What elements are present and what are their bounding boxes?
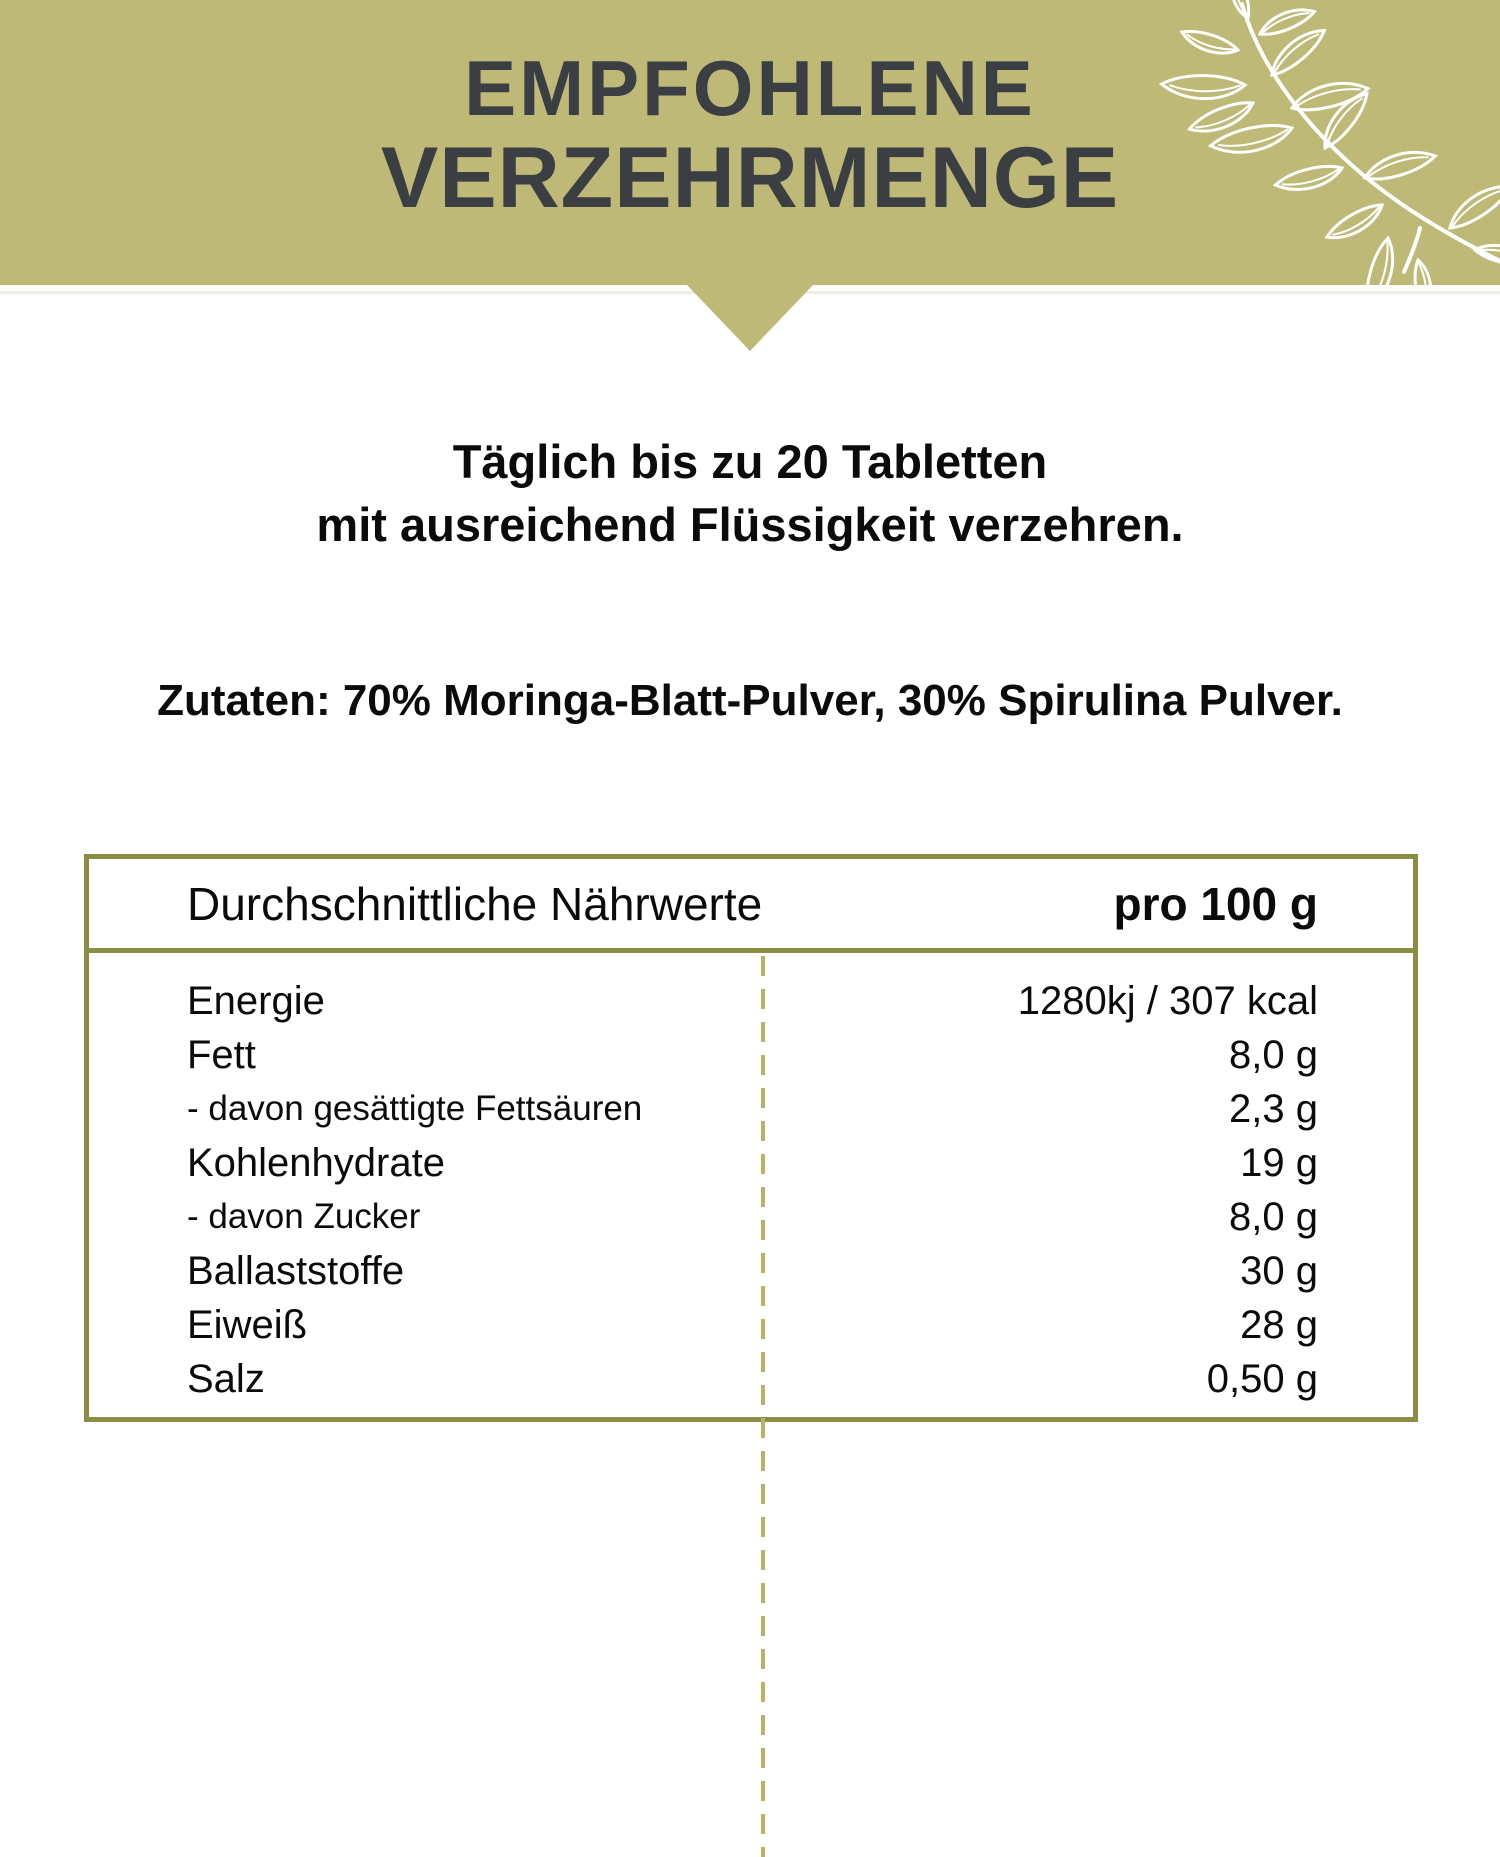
table-row: Energie 1280kj / 307 kcal bbox=[89, 974, 1413, 1028]
row-value: 8,0 g bbox=[1229, 1194, 1318, 1239]
header-banner: EMPFOHLENE VERZEHRMENGE bbox=[0, 0, 1500, 285]
table-row: Fett 8,0 g bbox=[89, 1028, 1413, 1082]
banner-pointer-triangle bbox=[687, 285, 813, 351]
row-label: - davon Zucker bbox=[187, 1197, 421, 1236]
table-row: Kohlenhydrate 19 g bbox=[89, 1136, 1413, 1190]
row-label: Fett bbox=[187, 1032, 256, 1077]
row-value: 0,50 g bbox=[1206, 1356, 1318, 1401]
nutrition-table-body: Energie 1280kj / 307 kcal Fett 8,0 g - d… bbox=[89, 953, 1413, 1857]
page-title-line2: VERZEHRMENGE bbox=[380, 130, 1120, 226]
table-row: - davon gesättigte Fettsäuren 2,3 g bbox=[89, 1082, 1413, 1136]
row-value: 2,3 g bbox=[1229, 1086, 1318, 1131]
page-title-line1: EMPFOHLENE bbox=[464, 44, 1036, 132]
row-label: Kohlenhydrate bbox=[187, 1140, 445, 1185]
row-value: 1280kj / 307 kcal bbox=[1017, 978, 1318, 1023]
table-row: Eiweiß 28 g bbox=[89, 1298, 1413, 1352]
table-header-label: Durchschnittliche Nährwerte bbox=[187, 877, 763, 930]
row-label: Salz bbox=[187, 1356, 265, 1401]
table-row: Salz 0,50 g bbox=[89, 1352, 1413, 1406]
row-label: - davon gesättigte Fettsäuren bbox=[187, 1089, 643, 1128]
row-value: 28 g bbox=[1240, 1302, 1318, 1347]
row-label: Energie bbox=[187, 978, 325, 1023]
table-header-unit: pro 100 g bbox=[1113, 877, 1318, 930]
dosage-instructions: Täglich bis zu 20 Tabletten mit ausreich… bbox=[0, 430, 1500, 556]
table-row: - davon Zucker 8,0 g bbox=[89, 1190, 1413, 1244]
row-label: Eiweiß bbox=[187, 1302, 308, 1347]
ingredients-text: Zutaten: 70% Moringa-Blatt-Pulver, 30% S… bbox=[157, 676, 1343, 725]
nutrition-table: Durchschnittliche Nährwerte pro 100 g En… bbox=[84, 854, 1418, 1857]
row-value: 30 g bbox=[1240, 1248, 1318, 1293]
dashed-column-divider bbox=[761, 956, 765, 1857]
dosage-line2: mit ausreichend Flüssigkeit verzehren. bbox=[316, 498, 1184, 551]
row-value: 19 g bbox=[1240, 1140, 1318, 1185]
row-value: 8,0 g bbox=[1229, 1032, 1318, 1077]
table-row: Ballaststoffe 30 g bbox=[89, 1244, 1413, 1298]
dosage-line1: Täglich bis zu 20 Tabletten bbox=[452, 435, 1048, 488]
page-title: EMPFOHLENE VERZEHRMENGE bbox=[0, 48, 1500, 222]
nutrition-table-header: Durchschnittliche Nährwerte pro 100 g bbox=[89, 859, 1413, 953]
row-label: Ballaststoffe bbox=[187, 1248, 405, 1293]
olive-branch-icon bbox=[1120, 0, 1500, 285]
